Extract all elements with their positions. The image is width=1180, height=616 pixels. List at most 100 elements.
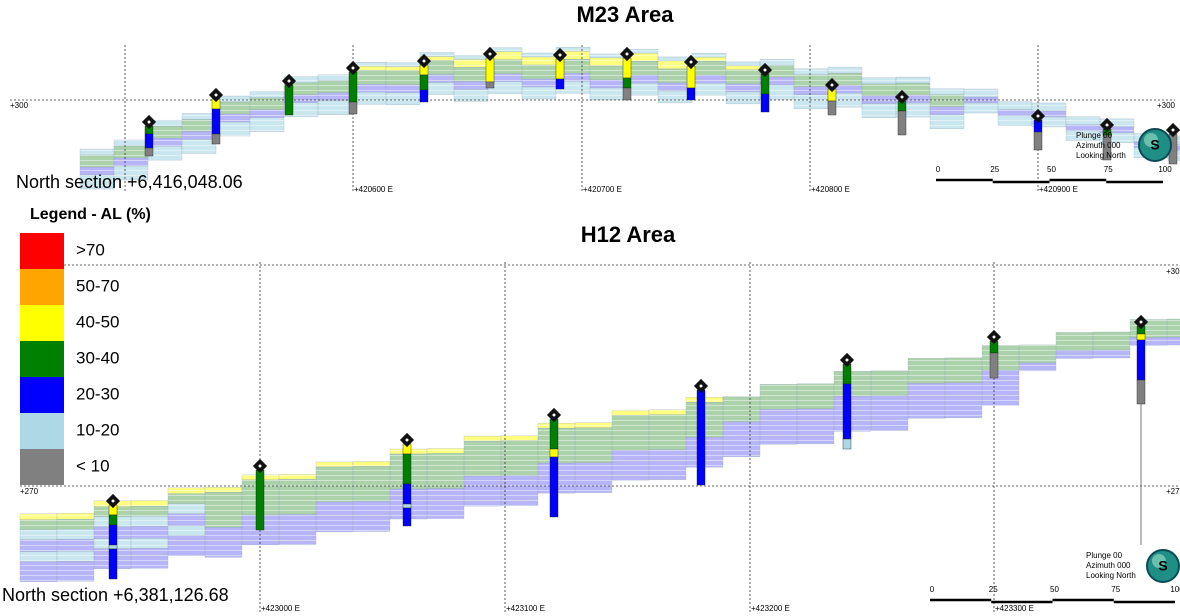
block-stripes xyxy=(352,70,386,85)
block-stripes xyxy=(624,83,658,96)
section-location: North section +6,381,126.68 xyxy=(2,585,229,605)
block-stripes xyxy=(216,96,250,103)
drillhole-segment xyxy=(827,100,837,116)
block-stripes xyxy=(316,466,353,502)
block-stripes xyxy=(649,409,686,415)
block-stripes xyxy=(427,448,464,454)
block-stripes xyxy=(658,56,692,61)
drillhole-segment xyxy=(989,352,999,379)
block-stripes xyxy=(590,79,624,88)
block-stripes xyxy=(131,506,168,517)
easting-label: +420800 E xyxy=(811,185,850,194)
drillhole-segment xyxy=(549,456,559,518)
legend-swatch xyxy=(20,233,64,269)
block-stripes xyxy=(284,76,318,83)
drillhole-segment xyxy=(842,383,852,440)
block-stripes xyxy=(501,435,538,441)
block-stripes xyxy=(353,466,390,502)
block-stripes xyxy=(590,53,624,58)
block-stripes xyxy=(57,519,94,530)
block-stripes xyxy=(454,55,488,60)
drillhole-segment xyxy=(402,507,412,527)
block-stripes xyxy=(871,370,908,396)
block-stripes xyxy=(624,49,658,54)
block-stripes xyxy=(20,519,57,530)
block-stripes xyxy=(250,97,284,110)
block-stripes xyxy=(930,88,964,95)
collar-center xyxy=(992,335,996,339)
drillhole-segment xyxy=(144,133,154,149)
drillhole-segment xyxy=(402,483,412,505)
drillhole-segment xyxy=(255,469,265,531)
drillhole-segment xyxy=(284,84,294,116)
legend-swatch xyxy=(20,305,64,341)
block-stripes xyxy=(1100,132,1134,143)
block-stripes xyxy=(427,453,464,489)
block-stripes xyxy=(20,561,57,582)
block-stripes xyxy=(386,92,420,105)
block-stripes xyxy=(658,60,692,69)
block-stripes xyxy=(575,427,612,463)
block-stripes xyxy=(454,59,488,68)
block-stripes xyxy=(316,501,353,532)
block-stripes xyxy=(522,53,556,58)
drillhole-segment xyxy=(686,87,696,101)
block-stripes xyxy=(279,514,316,545)
view-label: Plunge 00 xyxy=(1076,131,1113,140)
scale-label: 0 xyxy=(930,585,935,594)
scale-label: 25 xyxy=(990,165,999,174)
block-stripes xyxy=(318,100,352,115)
legend-label: >70 xyxy=(76,240,105,259)
compass-label: S xyxy=(1150,137,1159,153)
compass-label: S xyxy=(1158,558,1167,574)
drillhole-segment xyxy=(108,514,118,526)
drillhole-segment xyxy=(108,544,118,550)
block-stripes xyxy=(794,86,828,95)
block-stripes xyxy=(1019,344,1056,363)
block-stripes xyxy=(896,77,930,84)
drillhole-segment xyxy=(419,74,429,91)
block-stripes xyxy=(131,500,168,507)
block-stripes xyxy=(20,551,57,562)
collar-center xyxy=(625,52,629,56)
block-stripes xyxy=(427,488,464,519)
block-stripes xyxy=(114,145,148,158)
block-stripes xyxy=(964,103,998,114)
block-stripes xyxy=(464,476,501,507)
block-stripes xyxy=(794,74,828,87)
block-stripes xyxy=(612,410,649,416)
drillhole-segment xyxy=(211,133,221,145)
block-stripes xyxy=(352,84,386,93)
legend-label: 10-20 xyxy=(76,420,119,439)
legend-label: < 10 xyxy=(76,456,110,475)
block-stripes xyxy=(590,65,624,80)
drillhole-segment xyxy=(1136,379,1146,405)
drillhole-segment xyxy=(622,77,632,89)
collar-center xyxy=(763,68,767,72)
block-stripes xyxy=(488,81,522,94)
block-stripes xyxy=(760,77,794,86)
compass-highlight xyxy=(1152,554,1166,568)
block-stripes xyxy=(575,462,612,493)
collar-center xyxy=(147,120,151,124)
legend-title: Legend - AL (%) xyxy=(30,206,151,223)
block-stripes xyxy=(488,59,522,74)
block-stripes xyxy=(726,91,760,104)
block-stripes xyxy=(114,157,148,166)
drillhole-segment xyxy=(485,57,495,83)
block-stripes xyxy=(250,91,284,98)
block-stripes xyxy=(488,73,522,82)
block-stripes xyxy=(168,513,205,526)
block-stripes xyxy=(131,538,168,549)
block-stripes xyxy=(1130,337,1167,346)
block-stripes xyxy=(20,513,57,520)
block-stripes xyxy=(205,527,242,558)
block-stripes xyxy=(828,67,862,74)
legend-swatch xyxy=(20,377,64,413)
scale-label: 50 xyxy=(1050,585,1059,594)
block-stripes xyxy=(624,61,658,76)
block-stripes xyxy=(386,62,420,67)
collar-center xyxy=(552,413,556,417)
block-stripes xyxy=(20,539,57,552)
